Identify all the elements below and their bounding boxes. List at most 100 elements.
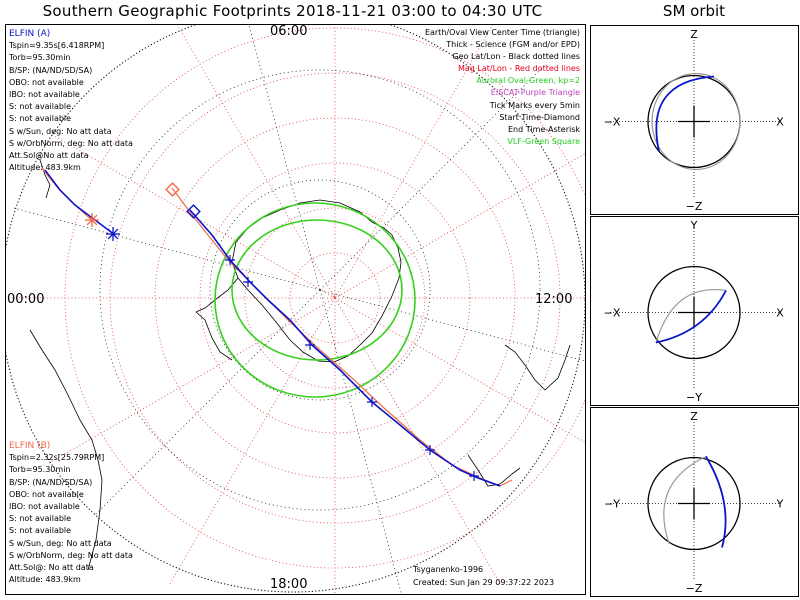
elfin-a-info-line: Altitude: 483.9km [9, 163, 81, 173]
elfin-b-info-line: IBO: not available [9, 502, 80, 512]
legend-entry: Start Time-Diamond [499, 112, 580, 122]
elfin-b-start-diamond [165, 182, 180, 197]
tick-mark [305, 340, 315, 350]
geo-lon-line [93, 289, 321, 517]
orbit-axis-label-top: Z [690, 410, 698, 423]
mag-lat-circle [244, 207, 426, 389]
elfin-a-track [189, 209, 501, 487]
asterisk-stroke [107, 228, 119, 240]
mlt-label-top: 06:00 [270, 24, 308, 39]
elfin-b-info-line: Altitude: 483.9km [9, 575, 81, 585]
africa-coast [29, 329, 103, 571]
elfin-b-info-line: Torb=95.30min [9, 465, 71, 475]
orbit-path-gray [655, 289, 727, 343]
legend-entry: Tick Marks every 5min [489, 100, 580, 110]
map-layer: * [6, 25, 585, 594]
elfin-a-info-line: S: not available [9, 114, 72, 124]
orbit-panel-frame [590, 25, 799, 215]
legend-entry: Auroral Oval-Green, kp=2 [476, 76, 580, 86]
orbit-axis-label-right: X [776, 307, 784, 320]
orbit-panel: Z −Z −Y Y [590, 407, 799, 597]
mag-lon-line [176, 25, 336, 299]
orbit-path-science [655, 290, 727, 344]
orbit-panel-title: SM orbit [662, 2, 726, 20]
australia-coast [504, 344, 571, 391]
model-label: Tsyganenko-1996 [413, 565, 484, 574]
elfin-a-info: ELFIN (A) Tspin=9.35s[6.418RPM] Torb=95.3… [9, 28, 133, 174]
mlt-label-bottom: 18:00 [270, 577, 308, 592]
tick-mark [425, 445, 435, 455]
new-zealand-coast [467, 454, 521, 487]
elfin-b-end-asterisk [85, 213, 99, 227]
mag-latlon-grid [6, 25, 585, 594]
legend-entry: End Time-Asterisk [507, 124, 580, 134]
orbit-axis-label-top: Y [690, 219, 698, 232]
orbit-panel-frame [590, 407, 799, 597]
south-america-coast [195, 311, 233, 361]
mag-lon-line [334, 25, 494, 299]
footprint-tracks [41, 167, 513, 487]
elfin-a-info-line: OBO: not available [9, 77, 84, 87]
elfin-b-info: ELFIN (B) Tspin=2.32s[25.79RPM] Torb=95.3… [9, 440, 133, 586]
mag-lon-line [169, 297, 336, 584]
elfin-a-info-line: S w/OrbNorm, deg: No att data [9, 138, 133, 148]
elfin-b-info-line: Tspin=2.32s[25.79RPM] [9, 453, 105, 463]
earth-circle [647, 456, 741, 551]
asterisk-stroke [86, 214, 98, 226]
elfin-a-info-line: B/SP: (NA/ND/SD/SA) [9, 65, 93, 75]
geo-lon-line [319, 289, 402, 594]
chart-title: Southern Geographic Footprints 2018-11-2… [42, 2, 543, 20]
legend: Earth/Oval View Center Time (triangle) Th… [425, 27, 580, 148]
elfin-a-info-line: Tspin=9.35s[6.418RPM] [9, 41, 105, 51]
orbit-path-science [705, 456, 727, 548]
elfin-b-info-line: S: not available [9, 514, 72, 524]
earth-circle [647, 265, 741, 360]
orbit-axis-label-bottom: −Z [686, 200, 703, 213]
pole-marker: * [332, 294, 337, 305]
map-frame [5, 24, 586, 595]
mag-lat-circle [199, 162, 471, 434]
tick-mark [243, 277, 253, 287]
geo-lon-line [10, 206, 321, 291]
sa-tip-coast [39, 159, 51, 199]
elfin-b-name: ELFIN (B) [9, 441, 51, 451]
legend-entry: Mag Lat/Lon - Red dotted lines [457, 64, 580, 74]
geo-lat-circle [209, 179, 431, 401]
orbit-axis-label-left: −Y [604, 498, 620, 511]
elfin-a-name: ELFIN (A) [9, 29, 51, 39]
orbit-axis-label-bottom: −Z [686, 582, 703, 595]
orbit-panel: Z −Z −X X [590, 25, 799, 215]
orbit-panel-frame [590, 216, 799, 406]
orbit-axis-label-bottom: −Y [686, 391, 702, 404]
orbit-axis-label-left: −X [604, 116, 621, 129]
mlt-label-left: 00:00 [7, 292, 45, 307]
orbit-panels: Z −Z −X X Y −Y −X X Z −Z −Y Y [590, 25, 799, 597]
geo-lon-line [319, 289, 585, 362]
orbit-axis-label-left: −X [604, 307, 621, 320]
legend-entry: Earth/Oval View Center Time (triangle) [424, 28, 580, 37]
orbit-path-science [655, 75, 715, 152]
geo-latlon-grid: * [10, 25, 585, 594]
legend-entry: Thick - Science (FGM and/or EPD) [446, 40, 580, 50]
elfin-b-info-line: Att.Sol@: No att data [9, 563, 94, 573]
elfin-b-lines: Tspin=2.32s[25.79RPM] Torb=95.30min B/SP: … [9, 452, 133, 586]
elfin-b-info-line: S: not available [9, 526, 72, 536]
tick-mark [469, 471, 479, 481]
tick-mark [367, 397, 377, 407]
orbit-axis-label-top: Z [690, 28, 698, 41]
legend-entry: EISCAT-Purple Triangle [490, 88, 580, 98]
mag-lon-line [334, 153, 585, 299]
orbit-axis-label-right: X [776, 116, 784, 129]
elfin-b-info-line: B/SP: (NA/ND/SD/SA) [9, 477, 93, 487]
elfin-a-info-line: Torb=95.30min [9, 53, 71, 63]
auroral-oval-inner [231, 219, 403, 361]
created-label: Created: Sun Jan 29 09:37:22 2023 [413, 578, 555, 587]
auroral-oval-outer [214, 202, 416, 398]
mag-lon-line [334, 297, 585, 443]
legend-entry: VLF-Green Square [507, 136, 580, 146]
orbit-panel: Y −Y −X X [590, 216, 799, 406]
geo-lon-line [319, 63, 547, 291]
elfin-a-info-line: IBO: not available [9, 90, 80, 100]
mag-lat-circle [154, 117, 516, 479]
